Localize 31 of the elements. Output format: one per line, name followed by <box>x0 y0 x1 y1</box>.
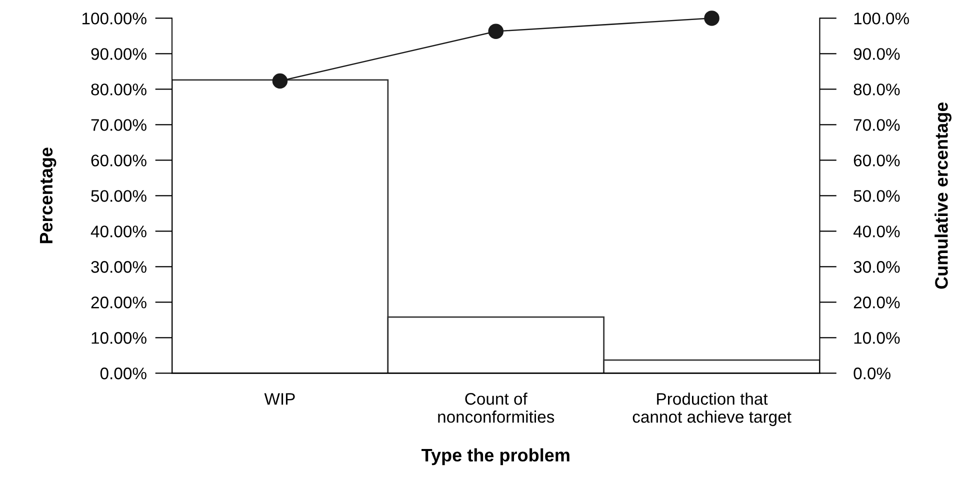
y2-tick-label: 50.0% <box>854 190 900 202</box>
y-tick-label: 10.00% <box>92 332 146 344</box>
y2-tick-label: 10.0% <box>854 332 900 344</box>
point <box>704 10 720 26</box>
x-tick-label: Production that cannot achieve target <box>632 392 792 426</box>
y-tick-label: 70.00% <box>91 119 146 131</box>
point <box>272 73 288 89</box>
y2-tick-label: 60.0% <box>854 154 900 166</box>
y2-tick-label: 0.0% <box>854 368 890 380</box>
y-tick-label: 80.00% <box>91 84 146 96</box>
point <box>488 24 504 39</box>
y2-tick-label: 90.0% <box>854 48 900 60</box>
x-tick-label: Count of nonconformities <box>438 392 554 423</box>
y-tick-label: 30.00% <box>91 261 146 273</box>
y-tick-label: 0.00% <box>100 368 146 380</box>
y-tick-label: 20.00% <box>91 296 146 308</box>
y-tick-label: 100.00% <box>82 12 146 24</box>
x-tick-label: WIP <box>264 393 295 405</box>
y2-tick-label: 40.0% <box>853 226 900 238</box>
y-tick-label: 50.00% <box>91 190 146 202</box>
y2-tick-label: 30.0% <box>854 261 900 273</box>
y2-axis-title: Cumulative ercentage <box>934 102 952 289</box>
y2-tick-label: 100.0% <box>854 12 909 24</box>
x-axis-title: Type the problem <box>422 448 570 466</box>
y2-tick-label: 70.0% <box>854 119 900 131</box>
y-axis-title: Percentage <box>40 148 56 244</box>
y2-tick-label: 20.0% <box>854 296 900 308</box>
y-tick-label: 60.00% <box>91 154 146 166</box>
y-tick-label: 90.00% <box>91 48 146 60</box>
y-tick-label: 40.00% <box>90 226 146 238</box>
y2-tick-label: 80.0% <box>854 84 900 96</box>
